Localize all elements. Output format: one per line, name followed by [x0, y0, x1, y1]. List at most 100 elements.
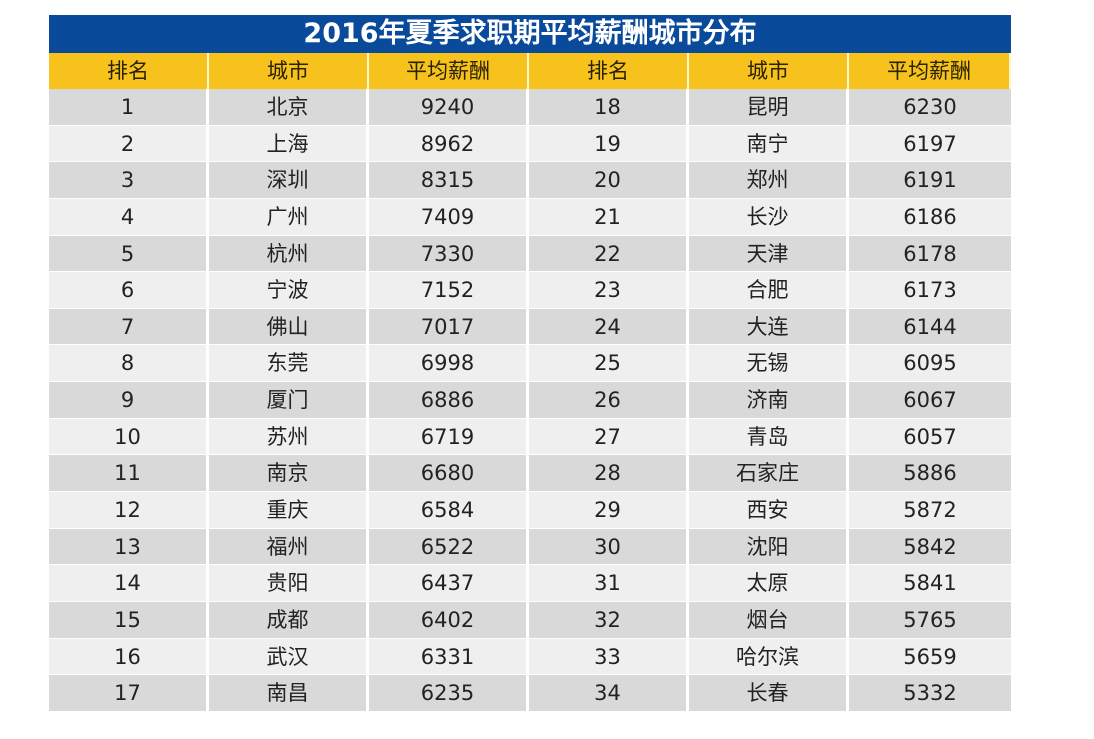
- cell-rank-left: 1: [49, 89, 209, 126]
- cell-salary-left: 6522: [369, 528, 529, 566]
- cell-salary-right: 6144: [849, 308, 1011, 346]
- cell-rank-left: 7: [49, 308, 209, 346]
- cell-city-right: 西安: [689, 492, 849, 529]
- cell-salary-left: 6235: [369, 675, 529, 712]
- cell-salary-left: 6680: [369, 455, 529, 493]
- cell-rank-left: 12: [49, 492, 209, 529]
- cell-city-left: 福州: [209, 528, 369, 566]
- cell-rank-left: 16: [49, 638, 209, 676]
- cell-rank-left: 15: [49, 601, 209, 639]
- cell-rank-right: 31: [529, 565, 689, 602]
- cell-city-right: 南宁: [689, 125, 849, 163]
- cell-rank-right: 22: [529, 235, 689, 273]
- cell-salary-right: 5332: [849, 675, 1011, 712]
- cell-city-right: 烟台: [689, 601, 849, 639]
- cell-city-left: 东莞: [209, 345, 369, 383]
- cell-salary-left: 6998: [369, 345, 529, 383]
- cell-city-right: 天津: [689, 235, 849, 273]
- cell-city-left: 厦门: [209, 382, 369, 419]
- cell-rank-right: 29: [529, 492, 689, 529]
- cell-salary-left: 6719: [369, 418, 529, 456]
- cell-city-right: 郑州: [689, 162, 849, 199]
- cell-salary-right: 6095: [849, 345, 1011, 383]
- cell-salary-right: 5872: [849, 492, 1011, 529]
- cell-rank-left: 11: [49, 455, 209, 493]
- cell-salary-left: 6584: [369, 492, 529, 529]
- cell-city-right: 长沙: [689, 198, 849, 236]
- cell-salary-left: 6437: [369, 565, 529, 602]
- cell-rank-right: 24: [529, 308, 689, 346]
- cell-rank-left: 14: [49, 565, 209, 602]
- cell-city-left: 武汉: [209, 638, 369, 676]
- cell-city-left: 佛山: [209, 308, 369, 346]
- header-rank-left: 排名: [49, 53, 209, 89]
- cell-salary-right: 5886: [849, 455, 1011, 493]
- cell-city-right: 青岛: [689, 418, 849, 456]
- cell-city-right: 哈尔滨: [689, 638, 849, 676]
- cell-rank-left: 4: [49, 198, 209, 236]
- cell-salary-right: 6230: [849, 89, 1011, 126]
- cell-city-right: 大连: [689, 308, 849, 346]
- cell-city-left: 宁波: [209, 272, 369, 309]
- cell-salary-left: 7017: [369, 308, 529, 346]
- cell-city-left: 苏州: [209, 418, 369, 456]
- cell-rank-right: 21: [529, 198, 689, 236]
- cell-rank-left: 17: [49, 675, 209, 712]
- salary-table: 2016年夏季求职期平均薪酬城市分布 排名 城市 平均薪酬 排名 城市 平均薪酬…: [49, 15, 1011, 712]
- cell-rank-right: 26: [529, 382, 689, 419]
- cell-salary-right: 6067: [849, 382, 1011, 419]
- cell-city-right: 长春: [689, 675, 849, 712]
- cell-salary-right: 5659: [849, 638, 1011, 676]
- cell-city-right: 济南: [689, 382, 849, 419]
- cell-salary-right: 6191: [849, 162, 1011, 199]
- cell-rank-right: 28: [529, 455, 689, 493]
- cell-salary-right: 6178: [849, 235, 1011, 273]
- cell-salary-left: 9240: [369, 89, 529, 126]
- cell-city-left: 成都: [209, 601, 369, 639]
- cell-salary-right: 5842: [849, 528, 1011, 566]
- cell-salary-right: 6197: [849, 125, 1011, 163]
- cell-rank-left: 6: [49, 272, 209, 309]
- cell-rank-right: 30: [529, 528, 689, 566]
- cell-city-left: 杭州: [209, 235, 369, 273]
- cell-salary-right: 5765: [849, 601, 1011, 639]
- cell-rank-left: 10: [49, 418, 209, 456]
- cell-city-left: 广州: [209, 198, 369, 236]
- cell-salary-left: 8962: [369, 125, 529, 163]
- cell-salary-left: 6886: [369, 382, 529, 419]
- cell-rank-right: 32: [529, 601, 689, 639]
- table-title: 2016年夏季求职期平均薪酬城市分布: [49, 15, 1011, 53]
- cell-rank-left: 13: [49, 528, 209, 566]
- cell-city-right: 太原: [689, 565, 849, 602]
- cell-city-left: 南京: [209, 455, 369, 493]
- cell-city-right: 无锡: [689, 345, 849, 383]
- cell-rank-left: 8: [49, 345, 209, 383]
- cell-rank-right: 23: [529, 272, 689, 309]
- cell-city-left: 北京: [209, 89, 369, 126]
- cell-city-left: 上海: [209, 125, 369, 163]
- cell-rank-right: 34: [529, 675, 689, 712]
- cell-rank-right: 27: [529, 418, 689, 456]
- cell-salary-left: 7409: [369, 198, 529, 236]
- cell-salary-right: 5841: [849, 565, 1011, 602]
- header-city-left: 城市: [209, 53, 369, 89]
- cell-salary-left: 8315: [369, 162, 529, 199]
- cell-salary-left: 6331: [369, 638, 529, 676]
- cell-city-right: 昆明: [689, 89, 849, 126]
- header-city-right: 城市: [689, 53, 849, 89]
- cell-city-right: 石家庄: [689, 455, 849, 493]
- cell-rank-right: 19: [529, 125, 689, 163]
- cell-rank-right: 33: [529, 638, 689, 676]
- cell-city-left: 南昌: [209, 675, 369, 712]
- cell-city-left: 深圳: [209, 162, 369, 199]
- cell-rank-left: 9: [49, 382, 209, 419]
- cell-salary-left: 7152: [369, 272, 529, 309]
- cell-rank-left: 2: [49, 125, 209, 163]
- cell-salary-left: 6402: [369, 601, 529, 639]
- cell-salary-left: 7330: [369, 235, 529, 273]
- table-grid: 排名 城市 平均薪酬 排名 城市 平均薪酬 1 北京 9240 18 昆明 6230 2 上海…: [49, 53, 1011, 712]
- cell-rank-left: 3: [49, 162, 209, 199]
- cell-rank-right: 25: [529, 345, 689, 383]
- cell-salary-right: 6057: [849, 418, 1011, 456]
- cell-rank-left: 5: [49, 235, 209, 273]
